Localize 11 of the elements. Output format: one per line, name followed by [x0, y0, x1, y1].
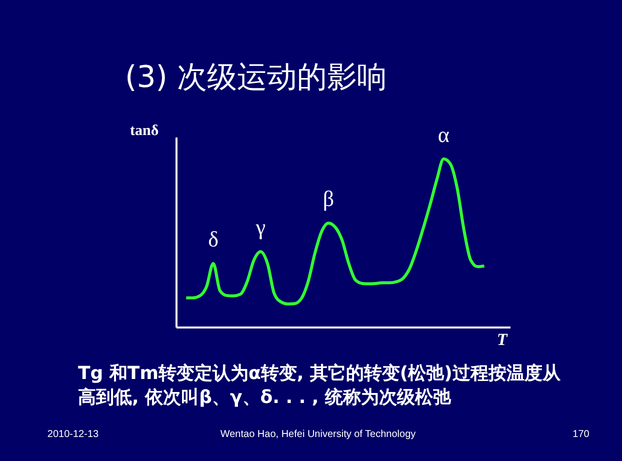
x-axis-title: T [496, 330, 508, 349]
y-axis-title: tanδ [130, 123, 159, 139]
annotation: δ [208, 226, 218, 252]
text: Wentao Hao, Hefei University of Technology [220, 429, 416, 440]
annotation: γ [254, 214, 266, 240]
text: 2010-12-13 [47, 429, 100, 440]
text: α [438, 122, 450, 147]
text: Tg 和Tm转变定认为α转变, 其它的转变(松弛)过程按温度从高到低, 依次叫β、γ、δ. . . , 统称为次级松弛 [78, 363, 562, 408]
chart-title: (3) 次级运动的影响 [125, 60, 388, 95]
annotation: β [322, 186, 334, 212]
text: 170 [572, 429, 590, 440]
